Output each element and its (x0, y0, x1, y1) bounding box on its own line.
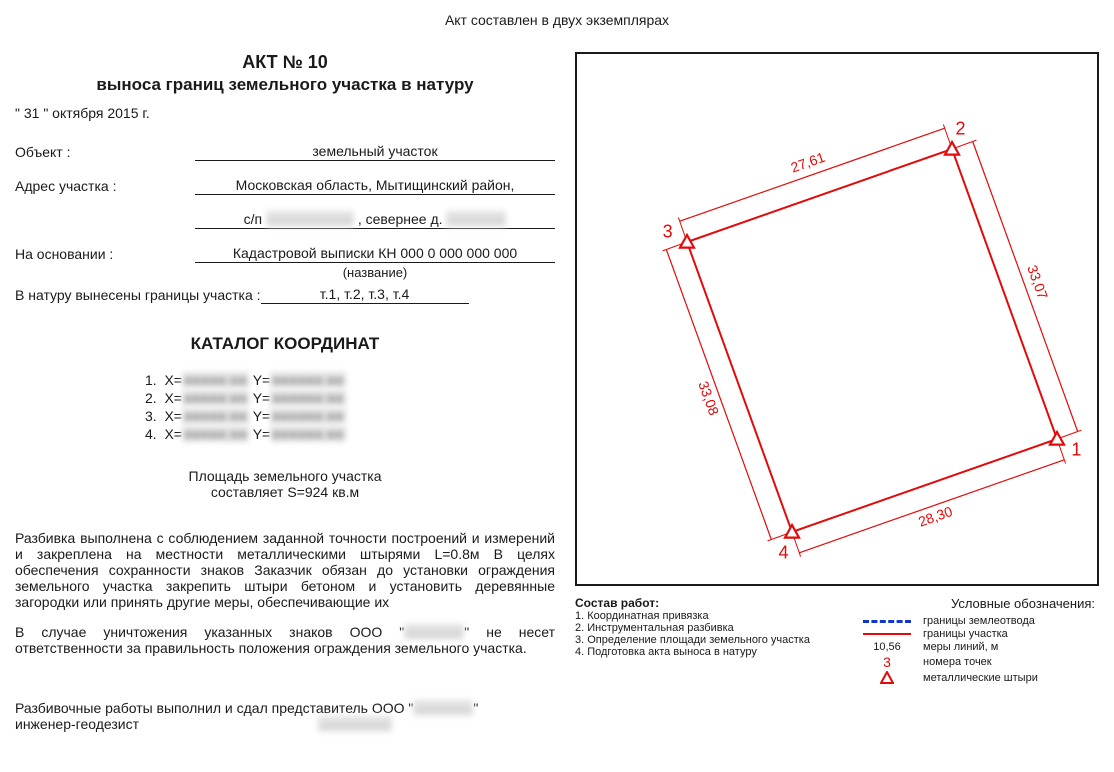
p2-pre: В случае уничтожения указанных знаков ОО… (15, 624, 404, 640)
legend-row-measures: 10,56 меры линий, м (859, 641, 1099, 653)
basis-label: На основании : (15, 246, 135, 263)
legend: Условные обозначения: границы землеотвод… (859, 596, 1099, 686)
area-line-1: Площадь земельного участка (15, 468, 555, 484)
field-basis: На основании : Кадастровой выписки КН 00… (15, 245, 555, 263)
legend-row-pointnums: 3 номера точек (859, 654, 1099, 670)
area-text: Площадь земельного участка составляет S=… (15, 468, 555, 500)
works-item: 2. Инструментальная разбивка (575, 622, 845, 634)
addr2-redacted-1: —————— (266, 211, 354, 227)
area-line-2: составляет S=924 кв.м (15, 484, 555, 500)
coord-line: 3. X=■■■■■.■■ Y=■■■■■■.■■ (145, 408, 555, 424)
basis-value: Кадастровой выписки КН 000 0 000 000 000 (195, 245, 555, 263)
solid-line-icon (863, 633, 911, 635)
body-para-1: Разбивка выполнена с соблюдением заданно… (15, 530, 555, 610)
coord-line: 4. X=■■■■■.■■ Y=■■■■■■.■■ (145, 426, 555, 442)
svg-text:4: 4 (779, 542, 789, 562)
catalog-title: КАТАЛОГ КООРДИНАТ (15, 334, 555, 354)
measure-sample: 10,56 (873, 641, 901, 653)
addr2-redacted-2: ———— (446, 211, 506, 227)
svg-text:3: 3 (663, 222, 673, 242)
legend-pointnums-text: номера точек (923, 656, 992, 668)
legend-parcel-text: границы участка (923, 628, 1008, 640)
p2-redacted: ———— (404, 624, 464, 640)
field-object: Объект : земельный участок (15, 143, 555, 161)
coord-line: 2. X=■■■■■.■■ Y=■■■■■■.■■ (145, 390, 555, 406)
act-date: " 31 " октября 2015 г. (15, 105, 555, 121)
field-address: Адрес участка : Московская область, Мыти… (15, 177, 555, 195)
sign-redacted: ———— (413, 700, 473, 716)
works-list: Состав работ: 1. Координатная привязка2.… (575, 596, 845, 686)
svg-text:33,08: 33,08 (695, 379, 722, 418)
right-column: 28,3033,0827,6133,071234 Состав работ: 1… (575, 52, 1099, 732)
coord-list: 1. X=■■■■■.■■ Y=■■■■■■.■■ 2. X=■■■■■.■■ Y… (145, 372, 555, 444)
points-value: т.1, т.2, т.3, т.4 (261, 286, 469, 304)
object-label: Объект : (15, 144, 135, 161)
parcel-diagram: 28,3033,0827,6133,071234 (575, 52, 1099, 586)
top-caption: Акт составлен в двух экземплярах (15, 12, 1099, 28)
address-value-2: с/п —————— , севернее д. ———— (195, 211, 555, 229)
sign-post: " (473, 700, 478, 716)
body-para-2: В случае уничтожения указанных знаков ОО… (15, 624, 555, 656)
svg-text:28,30: 28,30 (916, 503, 955, 530)
address-value-1: Московская область, Мытищинский район, (195, 177, 555, 195)
act-title: АКТ № 10 (15, 52, 555, 73)
svg-text:1: 1 (1071, 439, 1081, 459)
triangle-marker-icon (880, 671, 894, 685)
works-header: Состав работ: (575, 596, 659, 610)
sign-pre: Разбивочные работы выполнил и сдал предс… (15, 700, 413, 716)
object-value: земельный участок (195, 143, 555, 161)
works-item: 4. Подготовка акта выноса в натуру (575, 646, 845, 658)
dashed-line-icon (863, 620, 911, 623)
field-points: В натуру вынесены границы участка : т.1,… (15, 286, 555, 304)
legend-measures-text: меры линий, м (923, 641, 998, 653)
act-subtitle: выноса границ земельного участка в натур… (15, 75, 555, 95)
points-label: В натуру вынесены границы участка : (15, 287, 261, 304)
legend-allotment-text: границы землеотвода (923, 615, 1035, 627)
legend-row-parcel: границы участка (859, 628, 1099, 640)
engineer-label: инженер-геодезист (15, 716, 139, 732)
point-sample: 3 (859, 654, 915, 670)
left-column: АКТ № 10 выноса границ земельного участк… (15, 52, 555, 732)
addr2-suffix: , севернее д. (358, 211, 447, 227)
works-item: 3. Определение площади земельного участк… (575, 634, 845, 646)
legend-header: Условные обозначения: (859, 596, 1095, 611)
svg-text:2: 2 (955, 119, 965, 139)
signature-line-2: инженер-геодезист ————— (15, 716, 555, 732)
coord-line: 1. X=■■■■■.■■ Y=■■■■■■.■■ (145, 372, 555, 388)
legend-pegs-text: металлические штыри (923, 672, 1038, 684)
signature-line-1: Разбивочные работы выполнил и сдал предс… (15, 700, 555, 716)
legend-row-pegs: металлические штыри (859, 671, 1099, 685)
works-item: 1. Координатная привязка (575, 610, 845, 622)
addr2-prefix: с/п (244, 211, 262, 227)
engineer-redacted: ————— (318, 716, 392, 732)
address-label: Адрес участка : (15, 178, 135, 195)
basis-note: (название) (195, 265, 555, 280)
legend-row-allotment: границы землеотвода (859, 615, 1099, 627)
